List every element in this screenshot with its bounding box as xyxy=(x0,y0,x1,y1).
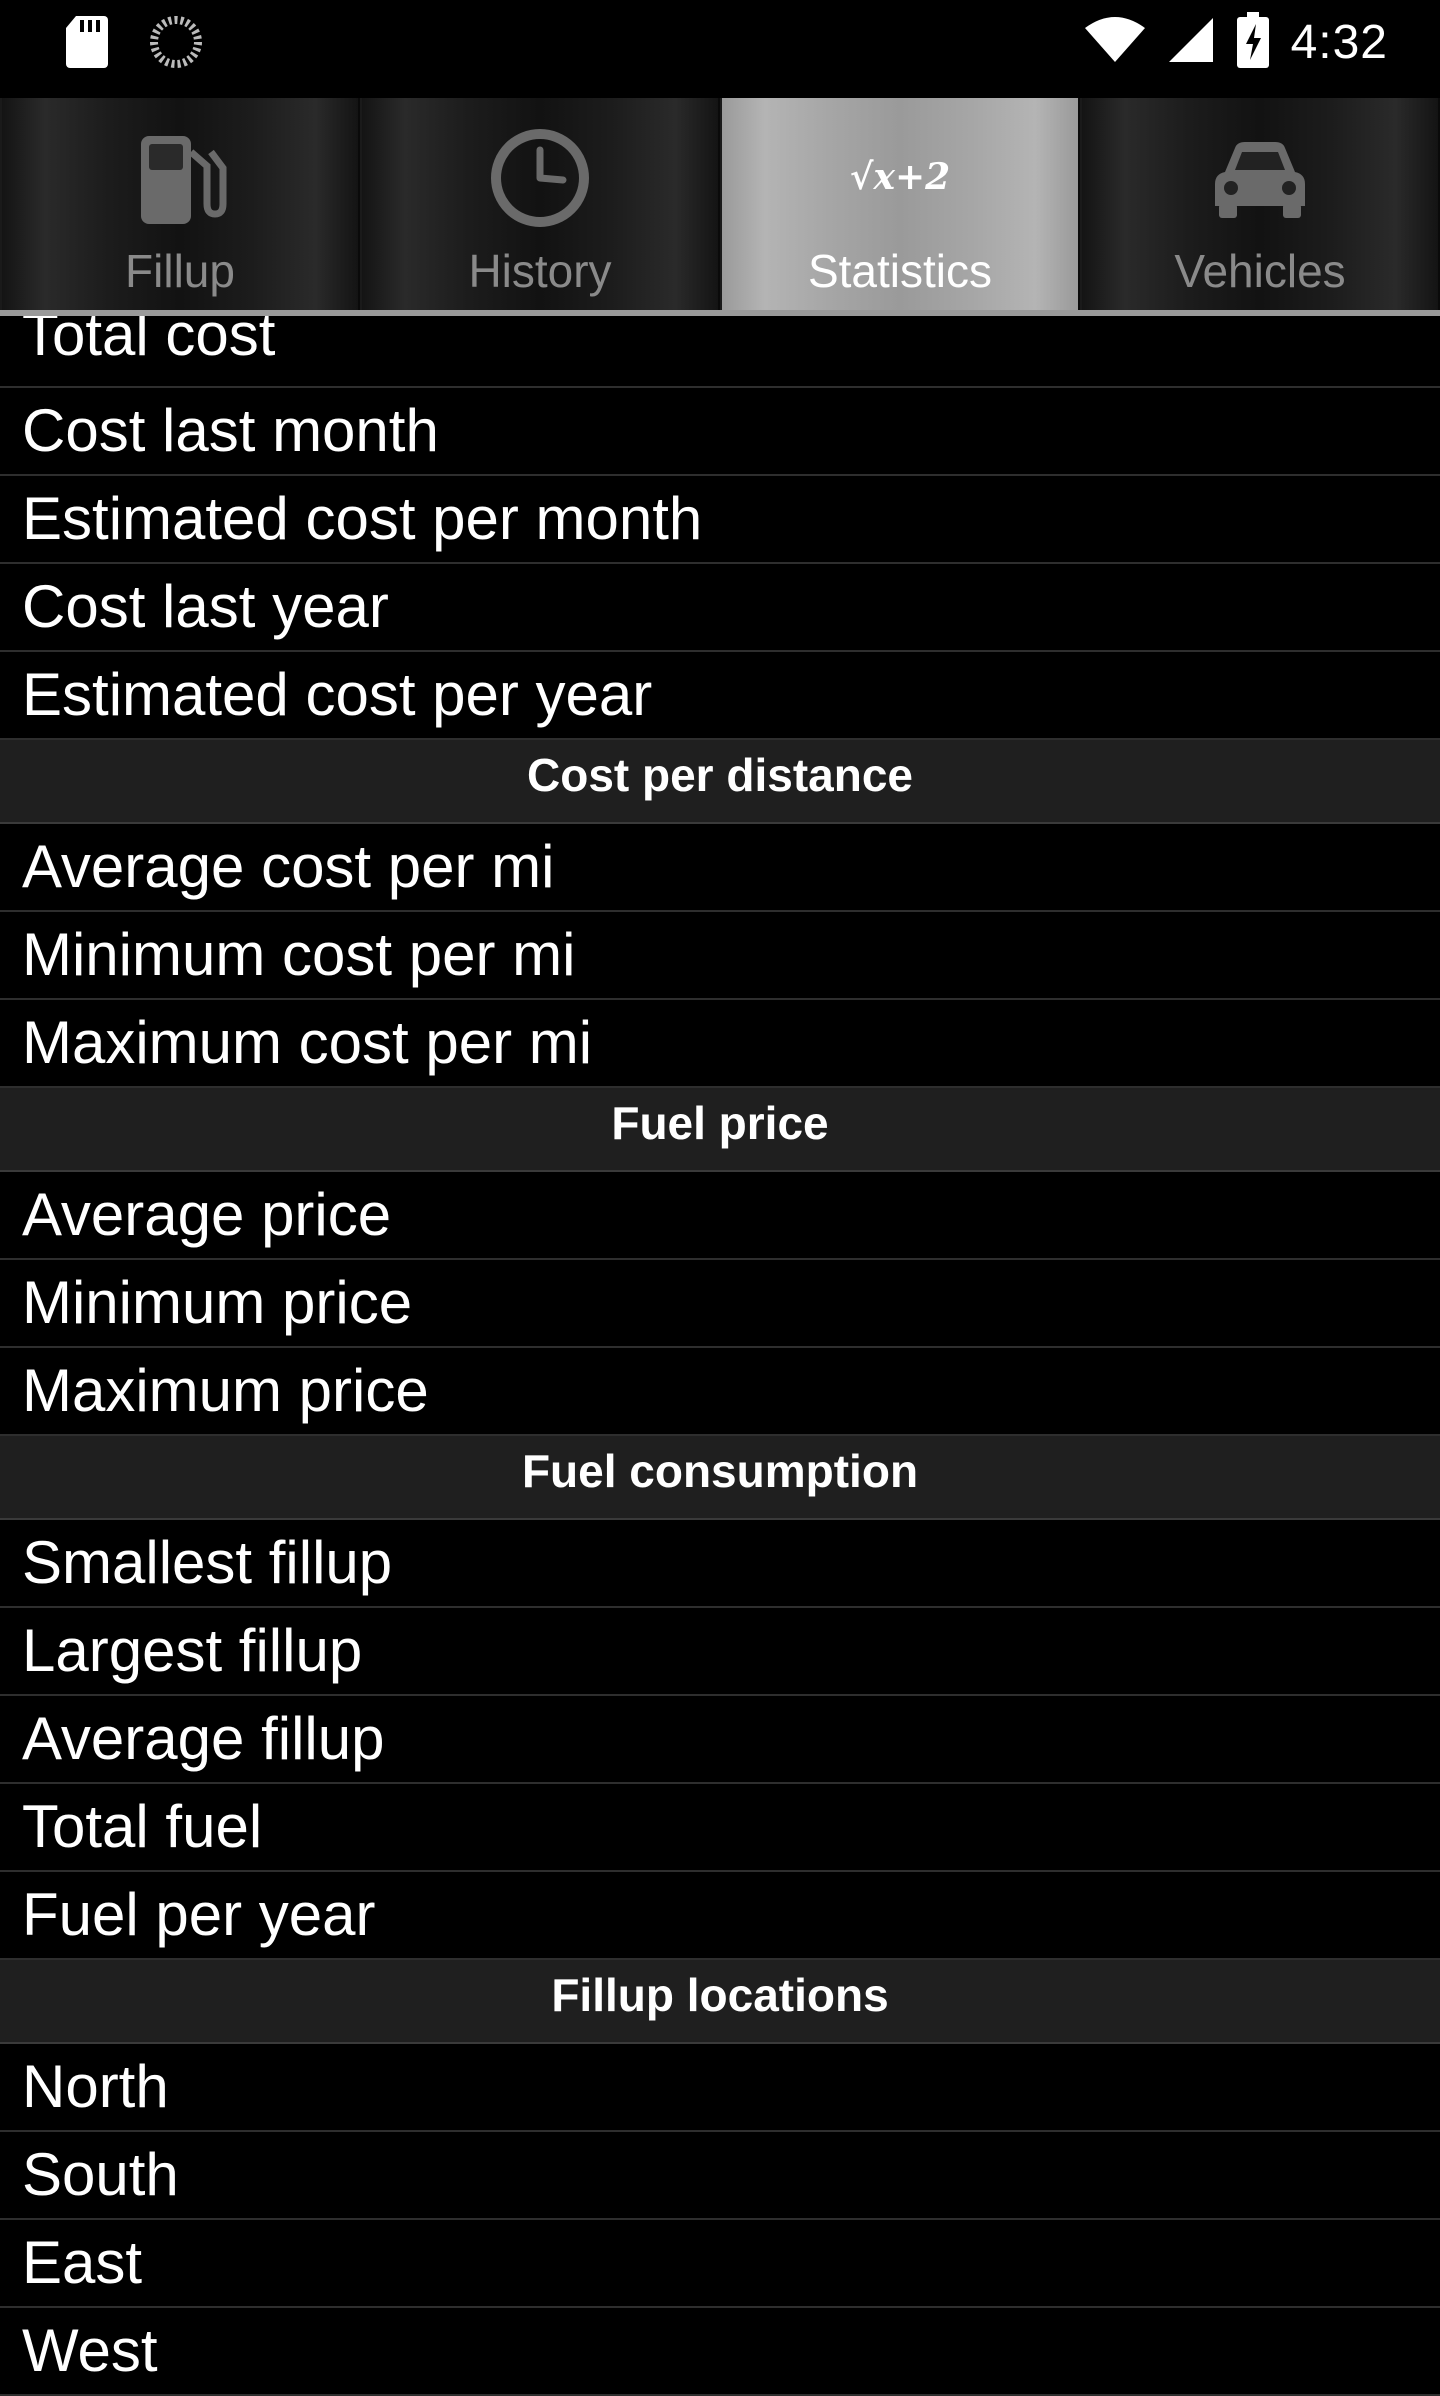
section-header-fillup-locations: Fillup locations xyxy=(0,1960,1440,2044)
stat-row-cost-last-year[interactable]: Cost last year xyxy=(0,564,1440,652)
stat-row-min-price[interactable]: Minimum price xyxy=(0,1260,1440,1348)
tab-bar: Fillup History √x+2 Statistics Vehicles xyxy=(0,98,1440,316)
tab-fillup[interactable]: Fillup xyxy=(2,98,360,310)
formula-icon-text: √x+2 xyxy=(849,156,951,198)
stat-row-total-fuel[interactable]: Total fuel xyxy=(0,1784,1440,1872)
stat-row-est-cost-month[interactable]: Estimated cost per month xyxy=(0,476,1440,564)
section-header-fuel-price: Fuel price xyxy=(0,1088,1440,1172)
tab-history[interactable]: History xyxy=(362,98,720,310)
cell-signal-icon xyxy=(1167,16,1215,69)
battery-charging-icon xyxy=(1236,12,1269,73)
clock-time: 4:32 xyxy=(1290,16,1388,69)
formula-icon: √x+2 xyxy=(845,122,955,232)
section-header-cost-per-distance: Cost per distance xyxy=(0,740,1440,824)
stat-row-fuel-per-year[interactable]: Fuel per year xyxy=(0,1872,1440,1960)
statistics-list[interactable]: Total cost Cost last month Estimated cos… xyxy=(0,316,1440,2396)
status-bar: 4:32 xyxy=(0,0,1440,86)
stat-row-avg-cost-mi[interactable]: Average cost per mi xyxy=(0,824,1440,912)
stat-row-max-price[interactable]: Maximum price xyxy=(0,1348,1440,1436)
stat-row-total-cost[interactable]: Total cost xyxy=(0,316,1440,388)
tab-label: History xyxy=(468,245,612,297)
tab-label: Fillup xyxy=(125,245,235,297)
clock-icon xyxy=(485,122,595,232)
section-header-fuel-consumption: Fuel consumption xyxy=(0,1436,1440,1520)
stat-row-east[interactable]: East xyxy=(0,2220,1440,2308)
stat-row-cost-last-month[interactable]: Cost last month xyxy=(0,388,1440,476)
sync-spinner-icon xyxy=(150,16,202,73)
stat-row-north[interactable]: North xyxy=(0,2044,1440,2132)
tab-label: Vehicles xyxy=(1174,245,1346,297)
stat-row-min-cost-mi[interactable]: Minimum cost per mi xyxy=(0,912,1440,1000)
stat-row-west[interactable]: West xyxy=(0,2308,1440,2396)
stat-row-smallest-fillup[interactable]: Smallest fillup xyxy=(0,1520,1440,1608)
stat-row-largest-fillup[interactable]: Largest fillup xyxy=(0,1608,1440,1696)
wifi-icon xyxy=(1084,16,1145,69)
stat-row-est-cost-year[interactable]: Estimated cost per year xyxy=(0,652,1440,740)
car-icon xyxy=(1205,122,1315,232)
stat-row-avg-price[interactable]: Average price xyxy=(0,1172,1440,1260)
tab-label: Statistics xyxy=(807,245,993,297)
fuel-pump-icon xyxy=(125,122,235,232)
sd-card-icon xyxy=(66,16,108,73)
stat-row-average-fillup[interactable]: Average fillup xyxy=(0,1696,1440,1784)
tab-indicator-line xyxy=(0,310,1440,316)
stat-row-south[interactable]: South xyxy=(0,2132,1440,2220)
tab-vehicles[interactable]: Vehicles xyxy=(1082,98,1440,310)
stat-row-max-cost-mi[interactable]: Maximum cost per mi xyxy=(0,1000,1440,1088)
tab-statistics[interactable]: √x+2 Statistics xyxy=(722,98,1080,310)
